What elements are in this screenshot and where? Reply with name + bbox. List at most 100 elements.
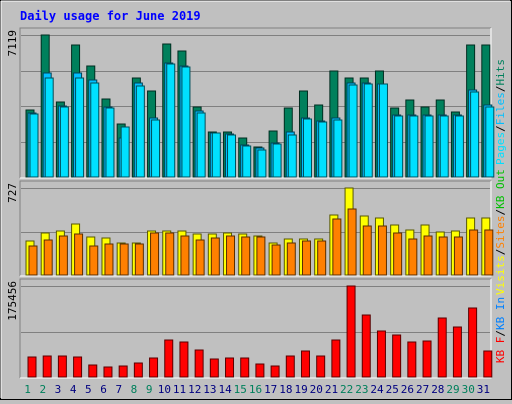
bar-kb-f-day-24 — [376, 330, 386, 378]
bar-kb-f-day-10 — [164, 339, 174, 378]
x-tick-label: 16 — [249, 383, 262, 396]
bar-sites-day-21 — [332, 218, 342, 276]
legend-item-0: Visits — [494, 255, 507, 295]
x-tick-label: 27 — [416, 383, 429, 396]
legend-item-0: KB F — [494, 337, 507, 364]
kbytes-panel: 175456 KB F/KB In — [6, 278, 507, 379]
x-tick-label: 20 — [310, 383, 323, 396]
bar-sites-day-25 — [393, 232, 403, 276]
bar-pages-day-20 — [318, 121, 328, 178]
x-tick-label: 1 — [24, 383, 31, 396]
bar-pages-day-1 — [29, 113, 39, 178]
legend-item-2: KB In — [494, 297, 507, 330]
legend-item-1: / — [494, 330, 507, 337]
x-tick-label: 25 — [386, 383, 399, 396]
panel-2-axis-max-label: 727 — [6, 183, 19, 203]
bar-sites-day-3 — [58, 235, 68, 276]
bar-pages-day-30 — [470, 91, 480, 178]
bar-kb-f-day-25 — [392, 334, 402, 378]
panel-1-legend: Pages/Files/Hits — [494, 59, 507, 165]
bar-pages-day-10 — [166, 63, 176, 178]
bar-pages-day-17 — [272, 143, 282, 178]
bar-sites-day-24 — [377, 225, 387, 276]
x-tick-label: 4 — [70, 383, 77, 396]
bar-kb-f-day-11 — [179, 341, 189, 378]
bar-kb-f-day-27 — [422, 340, 432, 378]
bar-kb-f-day-26 — [407, 341, 417, 378]
bar-sites-day-15 — [241, 236, 251, 276]
bar-kb-f-day-4 — [73, 356, 83, 378]
bar-sites-day-29 — [453, 236, 463, 276]
bar-kb-f-day-18 — [285, 355, 295, 378]
chart-title: Daily usage for June 2019 — [20, 9, 201, 23]
panel-3-border-shadow — [19, 278, 491, 378]
panel-2-border-shadow — [19, 180, 491, 276]
bar-kb-f-day-5 — [88, 364, 98, 378]
visits-sites-panel: 727 Visits/Sites/KB Out — [6, 169, 507, 295]
bar-kb-f-day-21 — [331, 339, 341, 378]
bar-kb-f-day-13 — [209, 358, 219, 378]
bar-pages-day-21 — [333, 119, 343, 178]
panel-2-legend: Visits/Sites/KB Out — [494, 169, 507, 295]
legend-item-0: Pages — [494, 132, 507, 165]
panel-1-border-shadow — [19, 27, 491, 178]
bar-pages-day-2 — [44, 77, 54, 178]
x-tick-label: 24 — [370, 383, 384, 396]
bar-sites-day-5 — [89, 245, 99, 276]
bar-sites-day-12 — [195, 239, 205, 276]
panel-2-border-light — [20, 181, 492, 277]
bar-pages-day-27 — [424, 115, 434, 178]
bar-pages-day-24 — [378, 83, 388, 178]
bar-pages-day-28 — [439, 115, 449, 178]
bar-sites-day-23 — [362, 225, 372, 276]
bar-sites-day-10 — [165, 232, 175, 276]
bar-kb-f-day-1 — [27, 356, 37, 378]
bar-kb-f-day-17 — [270, 365, 280, 378]
x-tick-label: 12 — [188, 383, 201, 396]
x-tick-label: 21 — [325, 383, 338, 396]
bar-sites-day-6 — [104, 243, 114, 276]
bar-sites-day-8 — [134, 243, 144, 276]
bar-pages-day-14 — [227, 134, 237, 178]
bar-pages-day-23 — [363, 83, 373, 178]
bar-kb-f-day-30 — [468, 307, 478, 378]
x-tick-label: 9 — [146, 383, 153, 396]
bar-pages-day-31 — [485, 106, 495, 178]
legend-item-2: Files — [494, 92, 507, 125]
bar-sites-day-27 — [423, 235, 433, 276]
panel-1-bars — [25, 34, 495, 178]
bar-kb-f-day-29 — [452, 326, 462, 378]
x-tick-label: 11 — [173, 383, 186, 396]
panel-3-gridlines — [21, 286, 490, 333]
bar-sites-day-14 — [226, 235, 236, 276]
bar-pages-day-6 — [105, 107, 115, 178]
legend-text: KB F/KB In — [494, 297, 507, 363]
x-tick-label: 15 — [234, 383, 247, 396]
x-tick-label: 13 — [203, 383, 216, 396]
bar-sites-day-2 — [43, 239, 53, 276]
panel-1-border-light — [20, 28, 492, 179]
bar-kb-f-day-2 — [42, 355, 52, 378]
x-tick-label: 22 — [340, 383, 353, 396]
x-axis-day-labels: 1 2 3 4 5 6 7 8 9 10 11 12 13 14 15 16 17 18 19 20 21 22 23 24 2… — [24, 383, 490, 396]
bar-kb-f-day-31 — [483, 350, 493, 378]
legend-item-1: / — [494, 249, 507, 256]
bar-pages-day-18 — [287, 134, 297, 178]
bar-kb-f-day-28 — [437, 317, 447, 378]
bar-kb-f-day-23 — [361, 314, 371, 378]
bar-kb-f-day-19 — [300, 350, 310, 378]
hits-files-pages-panel: 7119 Pages/Files/Hits — [6, 27, 507, 179]
bar-sites-day-26 — [408, 238, 418, 276]
panel-3-legend: KB F/KB In — [494, 297, 507, 363]
bar-pages-day-29 — [454, 115, 464, 178]
bar-pages-day-5 — [90, 82, 100, 178]
bar-sites-day-19 — [301, 240, 311, 276]
legend-item-2: Sites — [494, 215, 507, 248]
bar-pages-day-3 — [59, 106, 69, 178]
bar-pages-day-26 — [409, 115, 419, 178]
bar-kb-f-day-15 — [240, 357, 250, 378]
bar-sites-day-11 — [180, 235, 190, 276]
bar-sites-day-28 — [438, 236, 448, 276]
